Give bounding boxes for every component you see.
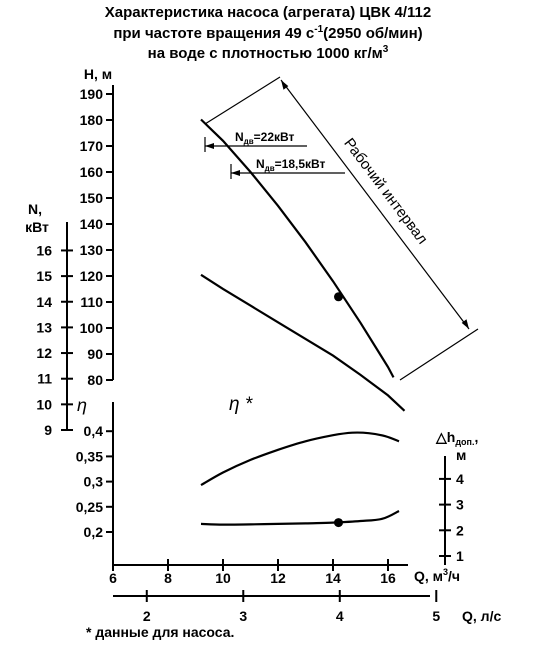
npsh-axis-unit: м bbox=[456, 447, 466, 463]
head-tick-label: 110 bbox=[80, 294, 103, 310]
flow-m3h-label-main: Q, м bbox=[414, 568, 443, 584]
power-limit-18-5kw-n: N bbox=[256, 157, 265, 171]
flow-ls-tick-label: 2 bbox=[143, 608, 151, 624]
power-limit-18-5kw-value: =18,5кВт bbox=[275, 157, 326, 171]
power-tick-label: 13 bbox=[36, 319, 52, 335]
title-line-3: на воде с плотностью 1000 кг/м3 bbox=[148, 44, 389, 62]
curves-layer bbox=[200, 118, 406, 528]
flow-m3h-tick-label: 10 bbox=[215, 570, 231, 586]
title-line-3-main: на воде с плотностью 1000 кг/м bbox=[148, 45, 383, 62]
flow-ls-tick-label: 4 bbox=[336, 608, 344, 624]
flow-ls-tick-label: 5 bbox=[432, 608, 440, 624]
efficiency-tick-label: 0,25 bbox=[76, 499, 103, 515]
npsh-axis-label: △hдоп., bbox=[435, 429, 478, 447]
head-tick-label: 180 bbox=[80, 112, 104, 128]
title-line-2: при частоте вращения 49 с-1(2950 об/мин) bbox=[113, 24, 422, 42]
efficiency-tick-label: 0,2 bbox=[84, 524, 104, 540]
npsh-axis-label-tail: , bbox=[474, 429, 478, 445]
power-limit-22kw-n: N bbox=[235, 130, 244, 144]
head-operating-point bbox=[334, 292, 343, 302]
flow-m3h-tick-label: 8 bbox=[164, 570, 172, 586]
power-tick-label: 14 bbox=[36, 294, 52, 310]
flow-m3h-tick-label: 14 bbox=[325, 570, 341, 586]
title-line-2-tail: (2950 об/мин) bbox=[323, 25, 423, 42]
power-limit-22kw-value: =22кВт bbox=[254, 130, 295, 144]
head-tick-label: 130 bbox=[80, 242, 104, 258]
footnote: * данные для насоса. bbox=[86, 624, 234, 640]
head-tick-label: 150 bbox=[80, 190, 104, 206]
head-tick-label: 160 bbox=[80, 164, 104, 180]
head-tick-label: 170 bbox=[80, 138, 104, 154]
head-tick-label: 190 bbox=[80, 86, 104, 102]
title-line-2-sup: -1 bbox=[314, 24, 323, 35]
power-curve bbox=[200, 273, 406, 412]
power-limit-18-5kw: Nдв=18,5кВт bbox=[230, 157, 345, 179]
head-tick-label: 120 bbox=[80, 268, 104, 284]
npsh-operating-point bbox=[334, 518, 343, 528]
npsh-axis-label-main: △h bbox=[435, 429, 455, 445]
title-line-1: Характеристика насоса (агрегата) ЦВК 4/1… bbox=[105, 4, 431, 21]
npsh-tick-label: 3 bbox=[456, 497, 464, 513]
npsh-tick-label: 1 bbox=[456, 548, 464, 564]
power-tick-label: 16 bbox=[36, 242, 52, 258]
efficiency-tick-label: 0,4 bbox=[84, 423, 104, 439]
power-tick-label: 12 bbox=[36, 345, 52, 361]
efficiency-axis-label: η bbox=[77, 395, 87, 415]
efficiency-tick-label: 0,3 bbox=[84, 474, 104, 490]
power-limit-22kw-arrow bbox=[205, 143, 214, 149]
flow-ls-axis-label: Q, л/с bbox=[462, 608, 501, 624]
power-axis-label-2: кВт bbox=[25, 219, 49, 235]
head-curve bbox=[200, 118, 395, 378]
flow-ls-tick-label: 3 bbox=[239, 608, 247, 624]
working-range-dim-line bbox=[280, 79, 470, 330]
efficiency-tick-label: 0,35 bbox=[76, 448, 103, 464]
power-limit-22kw-label: Nдв=22кВт bbox=[235, 130, 295, 146]
power-limit-22kw-sub: дв bbox=[244, 137, 254, 146]
head-tick-label: 80 bbox=[87, 372, 103, 388]
npsh-tick-label: 4 bbox=[456, 471, 464, 487]
working-range-label: Рабочий интервал bbox=[340, 135, 431, 248]
npsh-curve bbox=[200, 510, 400, 526]
power-tick-label: 9 bbox=[44, 422, 52, 438]
power-limit-18-5kw-label: Nдв=18,5кВт bbox=[256, 157, 326, 173]
axis-ticks: 8090100110120130140150160170180190910111… bbox=[36, 86, 464, 624]
working-range-arrow-top bbox=[281, 80, 289, 90]
title-line-2-main: при частоте вращения 49 с bbox=[113, 25, 314, 42]
working-range: Рабочий интервал bbox=[204, 76, 479, 381]
head-tick-label: 90 bbox=[87, 346, 103, 362]
head-tick-label: 100 bbox=[80, 320, 104, 336]
efficiency-curve bbox=[200, 431, 400, 487]
power-limit-22kw: Nдв=22кВт bbox=[204, 130, 307, 152]
working-range-arrow-bottom bbox=[461, 319, 469, 329]
working-range-ext-top bbox=[204, 76, 281, 125]
power-tick-label: 15 bbox=[36, 268, 52, 284]
power-limit-18-5kw-arrow bbox=[231, 170, 240, 176]
flow-m3h-tick-label: 6 bbox=[109, 570, 117, 586]
npsh-tick-label: 2 bbox=[456, 522, 464, 538]
power-tick-label: 10 bbox=[36, 396, 52, 412]
title-line-3-sup: 3 bbox=[383, 44, 389, 55]
npsh-axis-label-sub: доп. bbox=[455, 437, 474, 447]
chart-title: Характеристика насоса (агрегата) ЦВК 4/1… bbox=[105, 4, 431, 62]
flow-m3h-tick-label: 16 bbox=[380, 570, 396, 586]
efficiency-note: η * bbox=[229, 394, 253, 415]
flow-m3h-label-sup: 3 bbox=[443, 567, 448, 577]
working-range-ext-bottom bbox=[399, 328, 479, 381]
power-axis-label-1: N, bbox=[28, 201, 42, 217]
flow-m3h-label-tail: /ч bbox=[448, 568, 460, 584]
head-axis-label: H, м bbox=[84, 66, 112, 82]
flow-m3h-tick-label: 12 bbox=[270, 570, 286, 586]
flow-m3h-axis-label: Q, м3/ч bbox=[414, 567, 460, 584]
power-tick-label: 11 bbox=[37, 371, 52, 387]
power-limit-18-5kw-sub: дв bbox=[265, 164, 275, 173]
head-tick-label: 140 bbox=[80, 216, 104, 232]
